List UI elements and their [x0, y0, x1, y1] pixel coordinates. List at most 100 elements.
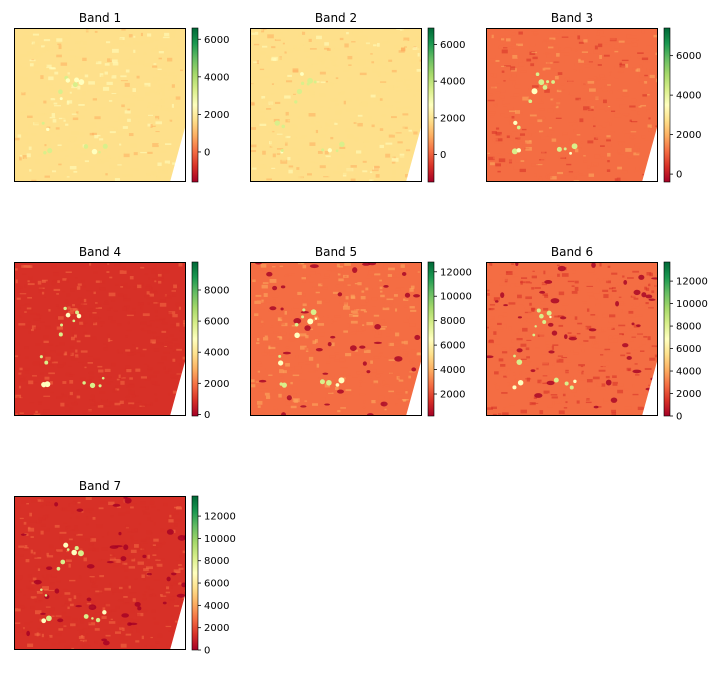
- raster-texture: [607, 84, 611, 86]
- raster-texture: [33, 551, 36, 555]
- raster-texture: [60, 62, 68, 66]
- raster-texture: [324, 369, 328, 371]
- raster-texture: [260, 51, 266, 55]
- raster-texture: [168, 599, 175, 603]
- raster-texture: [31, 382, 38, 384]
- raster-texture: [653, 34, 658, 38]
- raster-texture: [494, 137, 498, 141]
- raster-texture: [88, 507, 94, 511]
- raster-texture: [162, 91, 165, 96]
- raster-texture: [155, 117, 159, 122]
- raster-texture: [143, 512, 150, 515]
- raster-texture: [261, 299, 264, 303]
- raster-texture: [49, 610, 54, 614]
- raster-texture: [356, 329, 359, 332]
- raster-texture: [49, 381, 53, 385]
- raster-texture: [585, 325, 592, 330]
- raster-texture: [40, 523, 46, 527]
- dark-feature: [20, 533, 27, 536]
- raster-texture: [41, 529, 47, 532]
- raster-texture: [303, 112, 309, 117]
- raster-texture: [355, 316, 362, 321]
- raster-texture: [179, 69, 184, 72]
- raster-texture: [104, 587, 111, 591]
- raster-texture: [589, 336, 596, 339]
- raster-texture: [487, 303, 492, 305]
- raster-texture: [293, 45, 297, 49]
- bright-feature: [542, 85, 548, 90]
- raster-texture: [358, 312, 363, 314]
- raster-texture: [97, 79, 102, 81]
- raster-texture: [175, 302, 181, 307]
- bright-feature: [74, 546, 79, 551]
- dark-feature: [322, 372, 329, 375]
- raster-texture: [319, 403, 325, 407]
- raster-texture: [608, 72, 611, 76]
- raster-texture: [494, 336, 500, 339]
- raster-texture: [162, 171, 165, 174]
- raster-texture: [624, 406, 632, 410]
- raster-texture: [27, 115, 33, 119]
- raster-texture: [489, 55, 496, 59]
- raster-texture: [537, 70, 540, 72]
- raster-texture: [64, 299, 69, 304]
- raster-texture: [52, 119, 57, 123]
- raster-texture: [403, 319, 409, 323]
- raster-texture: [114, 402, 121, 406]
- raster-texture: [403, 81, 406, 86]
- raster-texture: [41, 169, 45, 173]
- raster-texture: [598, 86, 602, 89]
- raster-texture: [487, 113, 495, 116]
- raster-texture: [277, 407, 281, 411]
- raster-texture: [91, 585, 98, 588]
- raster-texture: [149, 90, 155, 94]
- raster-texture: [106, 410, 110, 414]
- raster-texture: [68, 625, 72, 629]
- raster-texture: [379, 286, 383, 290]
- raster-texture: [160, 108, 165, 111]
- raster-texture: [34, 556, 42, 559]
- raster-texture: [554, 266, 559, 270]
- raster-texture: [270, 325, 274, 328]
- raster-texture: [253, 61, 260, 63]
- raster-texture: [527, 397, 532, 401]
- colorbar-tick-label: 12000: [440, 267, 472, 278]
- raster-texture: [646, 109, 651, 112]
- raster-texture: [133, 503, 137, 505]
- raster-texture: [547, 405, 553, 408]
- raster-texture: [504, 65, 511, 67]
- raster-texture: [112, 565, 120, 568]
- raster-texture: [654, 354, 658, 358]
- raster-texture: [330, 373, 335, 377]
- raster-texture: [294, 171, 299, 173]
- raster-texture: [292, 264, 296, 267]
- raster-texture: [151, 48, 159, 52]
- raster-texture: [96, 539, 100, 542]
- raster-texture: [311, 118, 314, 123]
- dark-feature: [394, 356, 403, 362]
- raster-texture: [43, 64, 48, 67]
- raster-texture: [89, 307, 94, 309]
- raster-texture: [384, 305, 387, 309]
- dark-feature: [380, 401, 388, 407]
- raster-texture: [376, 371, 384, 374]
- raster-texture: [88, 81, 95, 85]
- raster-texture: [312, 403, 318, 406]
- raster-texture: [37, 401, 43, 403]
- raster-texture: [363, 349, 371, 354]
- raster-texture: [543, 296, 546, 301]
- raster-texture: [574, 328, 581, 330]
- raster-texture: [655, 315, 658, 318]
- raster-texture: [122, 166, 125, 169]
- raster-texture: [162, 318, 166, 322]
- raster-texture: [95, 61, 102, 65]
- raster-texture: [70, 147, 77, 150]
- raster-texture: [637, 81, 645, 84]
- raster-texture: [104, 160, 109, 162]
- raster-texture: [605, 360, 610, 364]
- colorbar-tick-label: 12000: [204, 512, 236, 523]
- raster-texture: [617, 337, 623, 339]
- dark-feature: [324, 403, 330, 406]
- raster-texture: [332, 291, 339, 294]
- raster-texture: [374, 343, 379, 347]
